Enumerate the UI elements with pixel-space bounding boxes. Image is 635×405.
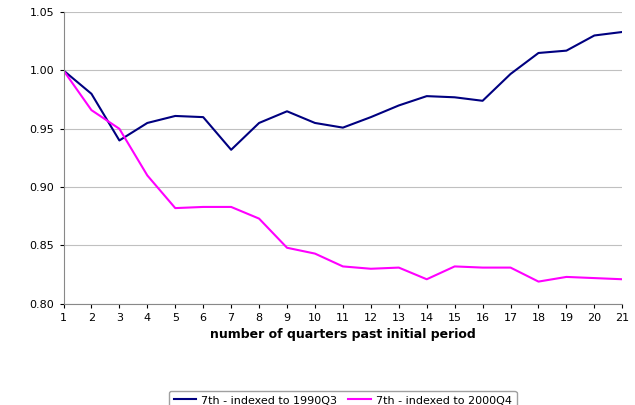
7th - indexed to 2000Q4	[563, 275, 570, 279]
7th - indexed to 2000Q4	[339, 264, 347, 269]
7th - indexed to 1990Q3	[199, 115, 207, 119]
7th - indexed to 1990Q3	[116, 138, 123, 143]
7th - indexed to 1990Q3	[144, 121, 151, 126]
7th - indexed to 1990Q3	[479, 98, 486, 103]
7th - indexed to 2000Q4	[88, 108, 95, 113]
7th - indexed to 1990Q3	[88, 92, 95, 96]
7th - indexed to 2000Q4	[451, 264, 458, 269]
Legend: 7th - indexed to 1990Q3, 7th - indexed to 2000Q4: 7th - indexed to 1990Q3, 7th - indexed t…	[169, 391, 517, 405]
7th - indexed to 1990Q3	[395, 103, 403, 108]
7th - indexed to 2000Q4	[618, 277, 626, 282]
7th - indexed to 2000Q4	[311, 251, 319, 256]
7th - indexed to 2000Q4	[116, 126, 123, 131]
7th - indexed to 1990Q3	[171, 113, 179, 118]
7th - indexed to 1990Q3	[227, 147, 235, 152]
7th - indexed to 2000Q4	[535, 279, 542, 284]
7th - indexed to 1990Q3	[423, 94, 431, 98]
7th - indexed to 2000Q4	[423, 277, 431, 282]
7th - indexed to 2000Q4	[283, 245, 291, 250]
7th - indexed to 1990Q3	[535, 51, 542, 55]
7th - indexed to 2000Q4	[227, 205, 235, 209]
X-axis label: number of quarters past initial period: number of quarters past initial period	[210, 328, 476, 341]
Line: 7th - indexed to 2000Q4: 7th - indexed to 2000Q4	[64, 70, 622, 281]
7th - indexed to 1990Q3	[339, 125, 347, 130]
7th - indexed to 2000Q4	[199, 205, 207, 209]
7th - indexed to 1990Q3	[618, 30, 626, 34]
7th - indexed to 1990Q3	[311, 121, 319, 126]
7th - indexed to 1990Q3	[283, 109, 291, 114]
Line: 7th - indexed to 1990Q3: 7th - indexed to 1990Q3	[64, 32, 622, 150]
7th - indexed to 2000Q4	[395, 265, 403, 270]
7th - indexed to 2000Q4	[60, 68, 67, 73]
7th - indexed to 2000Q4	[255, 216, 263, 221]
7th - indexed to 1990Q3	[591, 33, 598, 38]
7th - indexed to 1990Q3	[563, 48, 570, 53]
7th - indexed to 2000Q4	[171, 206, 179, 211]
7th - indexed to 1990Q3	[255, 121, 263, 126]
7th - indexed to 2000Q4	[367, 266, 375, 271]
7th - indexed to 1990Q3	[60, 68, 67, 73]
7th - indexed to 2000Q4	[479, 265, 486, 270]
7th - indexed to 1990Q3	[507, 72, 514, 77]
7th - indexed to 2000Q4	[507, 265, 514, 270]
7th - indexed to 2000Q4	[144, 173, 151, 178]
7th - indexed to 1990Q3	[367, 115, 375, 119]
7th - indexed to 1990Q3	[451, 95, 458, 100]
7th - indexed to 2000Q4	[591, 276, 598, 281]
